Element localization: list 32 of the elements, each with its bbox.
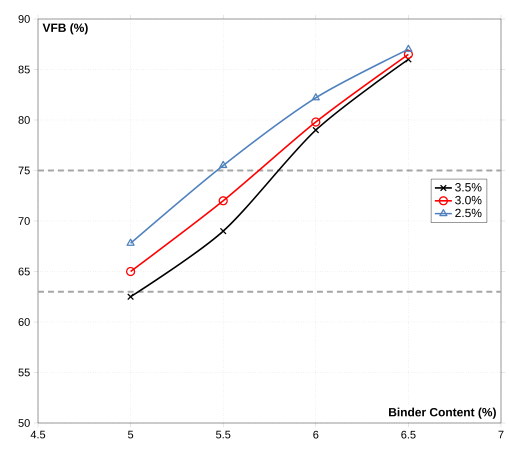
point [126,238,135,246]
y-tick-label: 75 [18,166,30,174]
y-tick-label: 65 [18,268,30,276]
point [311,117,320,127]
point [126,266,136,276]
x-tick-label: 5 [128,430,134,438]
point [220,228,227,235]
y-tick-label: 80 [18,116,30,124]
y-tick-label: 90 [18,15,30,23]
x-tick-label: 6.5 [401,430,416,439]
point [404,50,414,59]
legend-label: 2.5% [455,208,482,218]
point [312,93,320,100]
y-tick-label: 55 [18,368,30,376]
x-tick-label: 4.5 [30,430,46,438]
point [404,44,412,52]
point [312,126,320,134]
point [127,293,134,300]
legend-label: 3.5% [455,183,482,192]
x-tick-label: 5.5 [216,430,230,438]
y-tick-label: 70 [18,217,30,225]
legend-label: 3.0% [455,196,482,204]
point [218,196,228,206]
x-axis-title: Binder Content (%) [389,408,496,419]
y-axis-title: VFB (%) [42,23,88,34]
y-tick-label: 85 [18,66,30,74]
y-tick-label: 60 [18,318,30,326]
point [404,56,412,63]
y-tick-label: 50 [18,419,30,427]
x-tick-label: 6 [313,430,318,439]
x-tick-label: 7 [498,430,504,438]
point [219,160,228,168]
